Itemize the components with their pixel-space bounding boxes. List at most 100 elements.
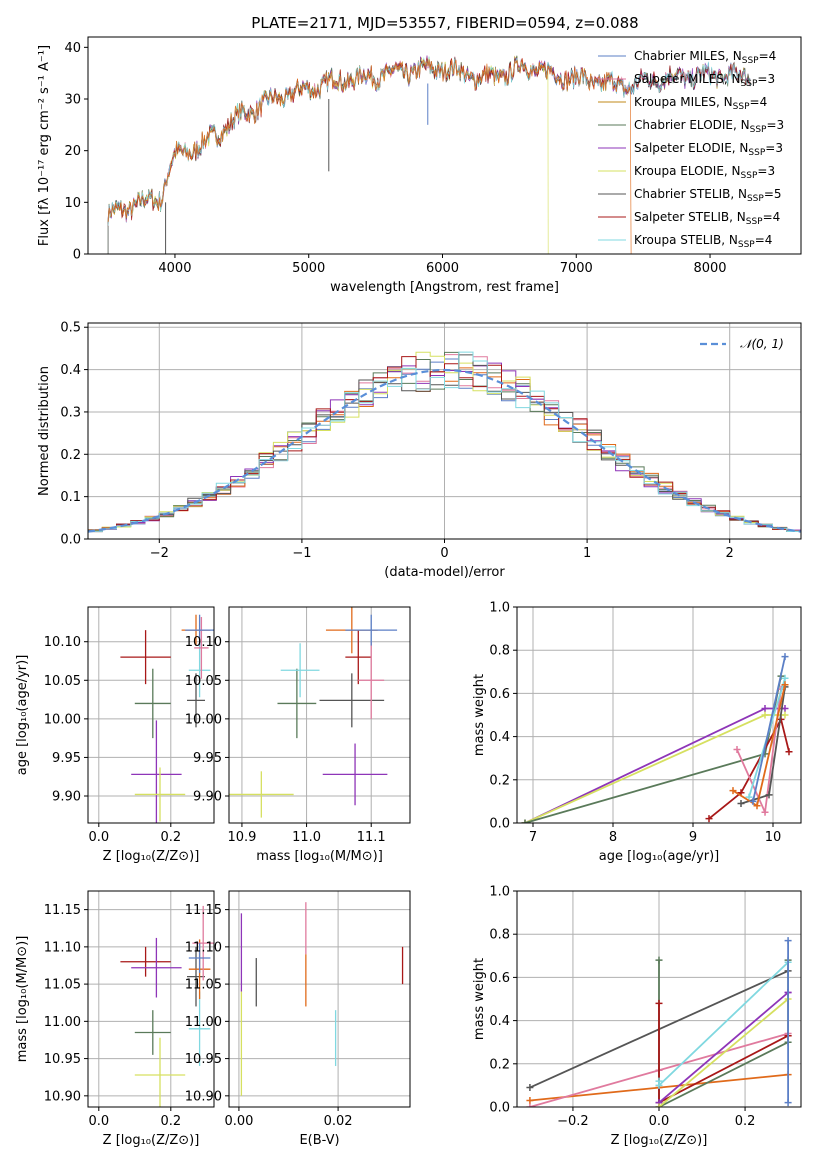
y-tick-label: 0.8 [489, 928, 510, 943]
x-tick-label: 0.0 [88, 1114, 109, 1129]
y-tick-label: 10.10 [185, 635, 222, 650]
y-tick-label: 0.2 [489, 1057, 510, 1072]
y-tick-label: 11.10 [44, 940, 81, 955]
x-tick-label: 2 [726, 546, 734, 561]
y-tick-label: 11.05 [185, 978, 222, 993]
weight-marker [705, 815, 713, 823]
weight-marker [761, 705, 769, 713]
x-tick-label: 1 [583, 546, 591, 561]
axes-frame [87, 322, 802, 540]
axes-frame [228, 606, 411, 824]
x-tick-label: 11.1 [357, 830, 386, 845]
legend: Chabrier MILES, NSSP=4 Salpeter MILES, NS… [598, 49, 784, 250]
weight-marker [781, 681, 789, 689]
y-tick-label: 0.2 [489, 773, 510, 788]
weight-line [658, 991, 789, 1104]
y-tick-label: 10 [64, 196, 81, 211]
legend-label: 𝒩(0, 1) [740, 337, 784, 351]
y-tick-label: 0.4 [489, 730, 510, 745]
x-tick-label: 0 [440, 546, 448, 561]
legend-label: Chabrier STELIB, NSSP=5 [634, 187, 782, 204]
mass-vs-metallicity-panel: 0.0 0.2 10.90 10.95 11.00 11.05 11.10 11.15 Z [l… [15, 890, 215, 1148]
x-tick-label: 4000 [158, 261, 191, 276]
x-tick-label: 0.2 [735, 1114, 756, 1129]
x-tick-label: −2 [150, 546, 169, 561]
y-tick-label: 0.2 [60, 448, 81, 463]
x-tick-label: 0.02 [324, 1114, 353, 1129]
x-tick-label: 9 [689, 830, 697, 845]
axes-frame [87, 890, 215, 1108]
x-tick-label: 0.0 [88, 830, 109, 845]
x-axis-label: Z [log₁₀(Z/Z⊙)] [611, 1133, 708, 1148]
y-tick-label: 0.0 [60, 533, 81, 548]
weight-marker [526, 1103, 534, 1107]
errorbars-group [120, 614, 214, 823]
weight-marker [655, 999, 663, 1007]
weight-marker [781, 653, 789, 661]
x-tick-label: −0.2 [557, 1114, 589, 1129]
weight-marker [745, 793, 753, 801]
weight-line [524, 675, 782, 823]
y-tick-label: 10.95 [44, 1052, 81, 1067]
residual-distribution-panel: −2 −1 0 1 2 0.0 0.1 0.2 0.3 0.4 0.5 (data-model)/er… [37, 321, 802, 580]
x-tick-label: 7000 [560, 261, 593, 276]
y-tick-label: 11.15 [44, 903, 81, 918]
x-axis-label: E(B-V) [299, 1133, 339, 1148]
y-tick-label: 10.00 [185, 712, 222, 727]
age-vs-metallicity-panel: 0.0 0.2 9.90 9.95 10.00 10.05 10.10 Z [log₁₀(Z/… [15, 606, 215, 864]
y-tick-label: 0.4 [60, 363, 81, 378]
y-tick-label: 0.6 [489, 687, 510, 702]
weight-marker [765, 791, 773, 799]
y-tick-label: 10.90 [44, 1089, 81, 1104]
x-axis-label: age [log₁₀(age/yr)] [599, 849, 720, 864]
weight-marker [737, 800, 745, 808]
weight-marker [526, 1097, 534, 1105]
legend-label: Chabrier ELODIE, NSSP=3 [634, 118, 784, 135]
y-tick-label: 0.3 [60, 405, 81, 420]
weight-marker [526, 1084, 534, 1092]
weight-marker [749, 797, 757, 805]
errorbars-group [240, 902, 404, 1096]
spectrum-line [107, 56, 751, 226]
y-tick-label: 0.6 [489, 971, 510, 986]
y-tick-label: 9.90 [193, 790, 222, 805]
y-tick-label: 0.1 [60, 490, 81, 505]
weight-lines-group [526, 937, 792, 1107]
y-tick-label: 10.00 [44, 712, 81, 727]
y-tick-label: 11.15 [185, 903, 222, 918]
legend-label: Chabrier MILES, NSSP=4 [634, 49, 776, 66]
weight-line [658, 998, 789, 1107]
y-axis-label: Normed distribution [37, 366, 52, 496]
weight-marker [521, 819, 529, 823]
legend-label: Kroupa MILES, NSSP=4 [634, 95, 767, 112]
y-tick-label: 11.00 [185, 1015, 222, 1030]
axes-frame [228, 890, 411, 1108]
mass-vs-extinction-panel: 0.00 0.02 10.90 10.95 11.00 11.05 11.10 11.15 E(… [185, 890, 411, 1148]
y-tick-label: 0.0 [489, 817, 510, 832]
weight-marker [761, 808, 769, 816]
x-axis-label: Z [log₁₀(Z/Z⊙)] [103, 849, 200, 864]
x-tick-label: 7 [529, 830, 537, 845]
axes-frame [87, 606, 215, 824]
legend-label: Salpeter MILES, NSSP=3 [634, 72, 775, 89]
figure-title: PLATE=2171, MJD=53557, FIBERID=0594, z=0… [251, 14, 638, 32]
spectrum-line [107, 57, 751, 254]
x-tick-label: 0.2 [160, 1114, 181, 1129]
x-tick-label: 8 [609, 830, 617, 845]
y-axis-label: mass weight [472, 958, 487, 1040]
y-tick-label: 0 [73, 248, 81, 263]
weight-marker [655, 1081, 663, 1089]
x-axis-label: (data-model)/error [384, 565, 505, 580]
weight-marker [781, 674, 789, 682]
legend-label: Kroupa ELODIE, NSSP=3 [634, 164, 775, 181]
y-tick-label: 40 [64, 41, 81, 56]
gaussian-curve [88, 368, 801, 533]
y-tick-label: 1.0 [489, 601, 510, 616]
y-tick-label: 10.90 [185, 1089, 222, 1104]
y-tick-label: 0.4 [489, 1014, 510, 1029]
legend-label: Salpeter ELODIE, NSSP=3 [634, 141, 783, 158]
y-tick-label: 20 [64, 144, 81, 159]
axes-frame [516, 890, 802, 1108]
axes-frame [87, 36, 802, 255]
x-tick-label: 0.00 [224, 1114, 253, 1129]
